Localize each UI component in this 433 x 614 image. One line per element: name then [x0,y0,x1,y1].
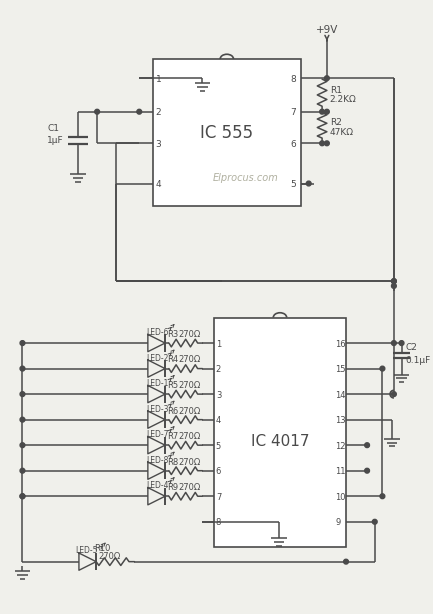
Text: 12: 12 [336,441,346,451]
Circle shape [20,341,25,346]
Text: 270Ω: 270Ω [178,483,201,492]
Text: LED-1: LED-1 [146,379,168,388]
Text: R7: R7 [167,432,178,441]
Circle shape [391,341,396,346]
Text: 9: 9 [336,518,341,527]
Text: LED-5: LED-5 [75,546,97,554]
Circle shape [391,279,396,284]
Text: R9: R9 [167,483,178,492]
Text: LED-4: LED-4 [146,481,168,490]
Circle shape [372,519,377,524]
Circle shape [20,392,25,397]
Circle shape [320,109,324,114]
Circle shape [20,443,25,448]
Text: LED-6: LED-6 [146,328,168,337]
Text: 270Ω: 270Ω [98,553,120,561]
Circle shape [380,494,385,499]
Circle shape [20,366,25,371]
Text: 3: 3 [216,391,221,400]
Text: 4: 4 [216,416,221,425]
Text: R2: R2 [330,119,342,127]
Text: +9V: +9V [316,25,338,36]
Text: R5: R5 [167,381,178,390]
Circle shape [391,284,396,289]
Text: 13: 13 [336,416,346,425]
Text: C2: C2 [405,343,417,352]
Bar [153,59,301,206]
Circle shape [20,418,25,422]
Text: LED-2: LED-2 [146,354,168,362]
Text: 270Ω: 270Ω [178,432,201,441]
Text: R4: R4 [167,356,178,365]
Circle shape [95,109,100,114]
Text: IC 555: IC 555 [200,124,253,142]
Circle shape [324,76,329,80]
Text: 47KΩ: 47KΩ [330,128,354,137]
Text: 15: 15 [336,365,346,374]
Text: 270Ω: 270Ω [178,356,201,365]
Text: IC 4017: IC 4017 [251,435,309,449]
Bar [214,317,346,547]
Text: 8: 8 [291,75,296,84]
Circle shape [324,141,329,146]
Text: LED-3: LED-3 [146,405,168,414]
Text: C1: C1 [47,125,59,133]
Text: 270Ω: 270Ω [178,330,201,339]
Text: 2.2KΩ: 2.2KΩ [330,95,356,104]
Text: LED-7: LED-7 [146,430,168,439]
Text: 4: 4 [155,180,161,189]
Text: 3: 3 [155,140,161,149]
Circle shape [380,366,385,371]
Text: 7: 7 [216,492,221,502]
Circle shape [20,494,25,499]
Circle shape [391,392,396,397]
Text: 5: 5 [216,441,221,451]
Circle shape [399,341,404,346]
Text: 0.1μF: 0.1μF [405,356,431,365]
Text: 270Ω: 270Ω [178,381,201,390]
Text: R3: R3 [167,330,178,339]
Text: R8: R8 [167,457,178,467]
Circle shape [320,141,324,146]
Text: 6: 6 [291,140,296,149]
Text: 6: 6 [216,467,221,476]
Circle shape [344,559,349,564]
Circle shape [306,181,311,186]
Circle shape [391,279,396,284]
Text: 14: 14 [336,391,346,400]
Text: 2: 2 [155,108,161,117]
Circle shape [20,468,25,473]
Text: Elprocus.com: Elprocus.com [213,173,279,183]
Text: 1: 1 [155,75,161,84]
Text: 11: 11 [336,467,346,476]
Text: 270Ω: 270Ω [178,457,201,467]
Text: 1: 1 [216,340,221,349]
Circle shape [20,494,25,499]
Text: R6: R6 [167,406,178,416]
Text: 1μF: 1μF [47,136,64,145]
Text: 5: 5 [291,180,296,189]
Text: R10: R10 [94,544,110,553]
Text: 10: 10 [336,492,346,502]
Circle shape [365,443,369,448]
Text: R1: R1 [330,86,342,95]
Circle shape [324,109,329,114]
Text: 16: 16 [336,340,346,349]
Circle shape [365,468,369,473]
Circle shape [137,109,142,114]
Text: LED-8: LED-8 [146,456,168,465]
Text: 7: 7 [291,108,296,117]
Text: 270Ω: 270Ω [178,406,201,416]
Text: 8: 8 [216,518,221,527]
Text: 2: 2 [216,365,221,374]
